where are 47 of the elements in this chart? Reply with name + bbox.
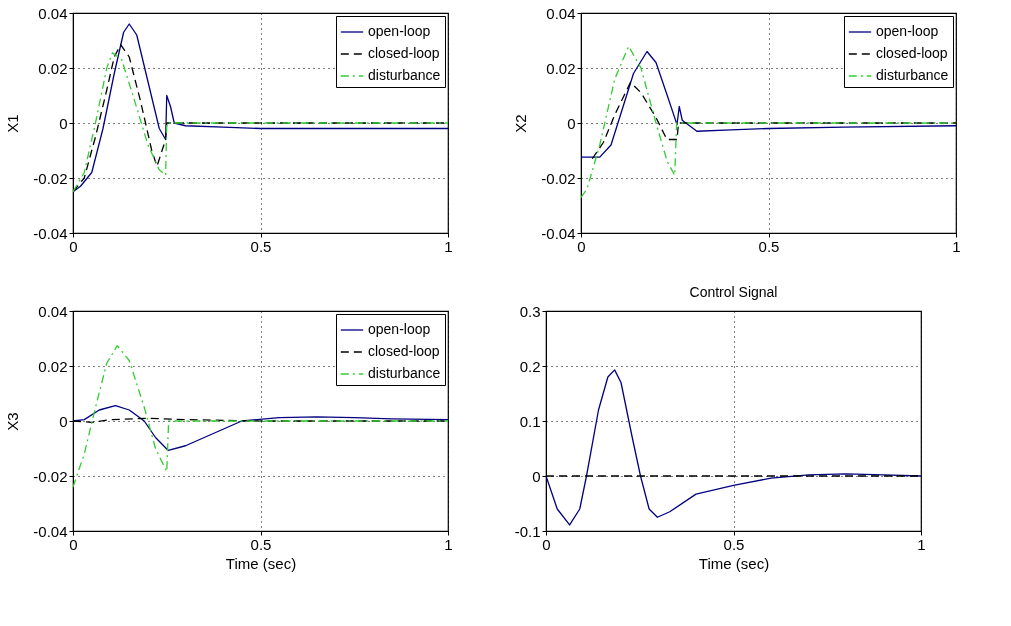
y-tick-label: 0.02 xyxy=(38,59,68,77)
chart-title: Control Signal xyxy=(689,284,778,300)
y-tick-label: 0.2 xyxy=(519,357,541,375)
y-tick-label: -0.02 xyxy=(33,169,68,187)
line-series xyxy=(581,45,956,198)
line-series xyxy=(73,404,448,452)
line-series xyxy=(73,345,448,488)
y-tick-label: 0.02 xyxy=(546,59,576,77)
x-tick-label: 1 xyxy=(444,237,453,255)
legend-label: closed-loop xyxy=(368,45,440,61)
legend-label: open-loop xyxy=(876,23,939,39)
y-tick-label: -0.04 xyxy=(541,224,576,242)
y-tick-label: 0.04 xyxy=(546,4,576,22)
y-tick-label: 0 xyxy=(532,467,541,485)
x-axis-title: Time (sec) xyxy=(698,554,770,572)
x-tick-label: 0.5 xyxy=(250,535,272,553)
y-tick-label: -0.04 xyxy=(33,224,68,242)
legend-label: disturbance xyxy=(368,67,441,83)
y-tick-label: -0.1 xyxy=(514,522,541,540)
y-tick-label: 0.1 xyxy=(519,412,541,430)
y-tick-label: 0 xyxy=(59,114,68,132)
y-tick-label: 0.02 xyxy=(38,357,68,375)
x-tick-label: 1 xyxy=(917,535,926,553)
legend-label: closed-loop xyxy=(368,343,440,359)
y-tick-label: 0.3 xyxy=(519,302,541,320)
x-tick-label: 0.5 xyxy=(723,535,745,553)
y-tick-label: 0.04 xyxy=(38,4,68,22)
y-tick-label: -0.02 xyxy=(541,169,576,187)
line-series xyxy=(546,369,921,526)
legend-label: open-loop xyxy=(368,321,431,337)
y-tick-label: 0 xyxy=(567,114,576,132)
y-axis-title: X3 xyxy=(4,412,22,431)
x-tick-label: 1 xyxy=(952,237,961,255)
x-axis-title: Time (sec) xyxy=(225,554,297,572)
x-tick-label: 1 xyxy=(444,535,453,553)
y-tick-label: 0 xyxy=(59,412,68,430)
legend-label: disturbance xyxy=(368,365,441,381)
y-axis-title: X2 xyxy=(512,114,530,133)
x-tick-label: 0.5 xyxy=(250,237,272,255)
legend-label: disturbance xyxy=(876,67,949,83)
y-tick-label: -0.04 xyxy=(33,522,68,540)
legend-label: closed-loop xyxy=(876,45,948,61)
y-tick-label: 0.04 xyxy=(38,302,68,320)
legend-label: open-loop xyxy=(368,23,431,39)
x-tick-label: 0.5 xyxy=(758,237,780,255)
y-tick-label: -0.02 xyxy=(33,467,68,485)
y-axis-title: X1 xyxy=(4,114,22,133)
